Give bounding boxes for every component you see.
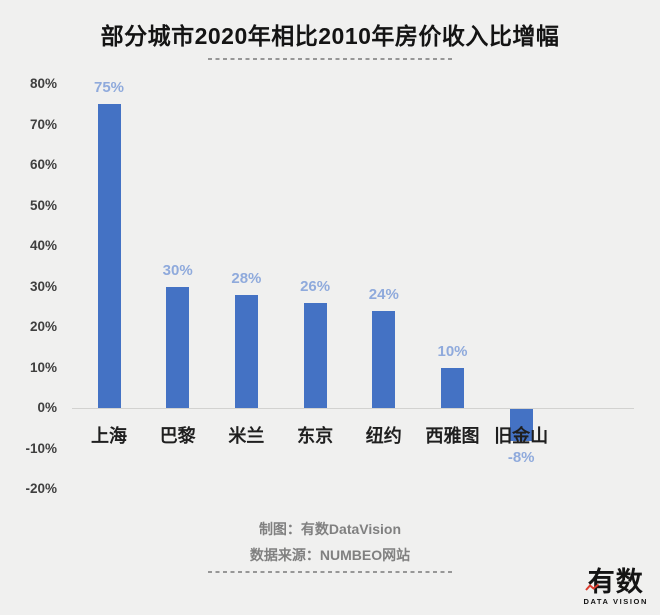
bar-东京: [303, 302, 327, 408]
y-axis-tick-label: 60%: [29, 157, 57, 172]
bar-上海: [97, 104, 121, 408]
y-axis-tick-label: -20%: [25, 481, 57, 496]
category-label-西雅图: 西雅图: [425, 426, 480, 446]
bar-value-label: 10%: [437, 342, 468, 360]
datavision-logo: 有数 DATA VISION: [583, 568, 648, 606]
bar-value-label: 26%: [300, 277, 331, 295]
category-label-纽约: 纽约: [365, 426, 402, 446]
logo-trendline-icon: [585, 583, 600, 591]
bar-西雅图: [441, 367, 464, 408]
bar-value-label: 75%: [93, 79, 125, 97]
y-axis-tick-label: 0%: [37, 400, 57, 415]
y-axis-tick-label: 50%: [29, 197, 57, 213]
category-label-上海: 上海: [91, 426, 127, 446]
y-axis-tick-label: 70%: [29, 116, 57, 132]
y-axis-tick-label: 40%: [29, 238, 57, 253]
y-axis-tick-label: 30%: [29, 278, 57, 294]
bar-旧金山: [509, 409, 533, 442]
category-label-米兰: 米兰: [228, 426, 265, 446]
y-axis-tick-label: 10%: [29, 359, 57, 375]
bar-value-label: 30%: [162, 261, 193, 279]
bar-value-label: 28%: [231, 269, 262, 287]
zero-axis-line: [72, 408, 634, 409]
category-label-东京: 东京: [297, 426, 334, 446]
logo-subtitle: DATA VISION: [583, 597, 648, 606]
footer-source: 数据来源：NUMBEO网站: [249, 547, 411, 563]
chart-title: 部分城市2020年相比2010年房价收入比增幅: [100, 23, 560, 49]
title-separator-dashed-line: [208, 58, 452, 60]
bar-value-label: 24%: [368, 285, 399, 303]
bar-value-label: -8%: [507, 449, 535, 467]
logo-wordmark: 有数: [583, 568, 648, 596]
bar-米兰: [234, 294, 258, 408]
y-axis-tick-label: -10%: [25, 440, 57, 456]
y-axis-tick-label: 80%: [29, 76, 57, 91]
logo-wordmark-text: 有数: [587, 567, 644, 597]
y-axis-tick-label: 20%: [29, 319, 57, 334]
category-label-巴黎: 巴黎: [159, 426, 196, 446]
bar-巴黎: [166, 286, 190, 408]
category-label-旧金山: 旧金山: [494, 426, 549, 446]
footer-credit: 制图：有数DataVision: [258, 521, 402, 537]
bar-纽约: [372, 310, 396, 408]
footer-separator-dashed-line: [208, 571, 452, 573]
